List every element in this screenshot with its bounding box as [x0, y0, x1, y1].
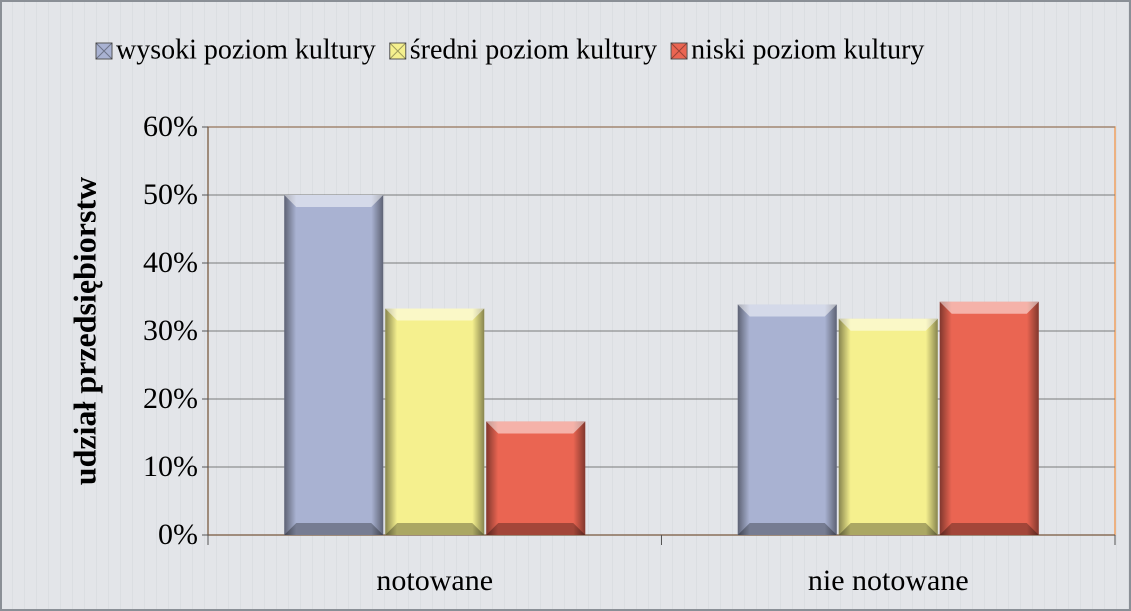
bar — [838, 318, 938, 535]
legend-swatch — [95, 42, 113, 60]
bar — [939, 301, 1039, 535]
bar — [385, 308, 485, 535]
y-tick-label: 10% — [143, 450, 198, 483]
legend-swatch — [389, 42, 407, 60]
legend-item: niski poziom kultury — [670, 34, 924, 65]
x-tick-label: nie notowane — [808, 564, 969, 597]
legend-item: wysoki poziom kultury — [95, 34, 376, 65]
bar — [284, 195, 384, 535]
y-tick-label: 20% — [143, 382, 198, 415]
y-tick-label: 0% — [158, 518, 198, 551]
y-tick-label: 50% — [143, 178, 198, 211]
legend-item: średni poziom kultury — [389, 34, 657, 65]
legend-label: wysoki poziom kultury — [116, 34, 376, 65]
y-axis-label: udział przedsiębiorstw — [66, 177, 102, 485]
x-tick-label: notowane — [376, 564, 493, 597]
y-tick-label: 60% — [143, 110, 198, 143]
legend-label: niski poziom kultury — [691, 34, 924, 65]
legend-swatch — [670, 42, 688, 60]
legend-label: średni poziom kultury — [410, 34, 657, 65]
y-tick-label: 40% — [143, 246, 198, 279]
bar — [486, 421, 586, 535]
y-tick-label: 30% — [143, 314, 198, 347]
bar — [737, 304, 837, 535]
